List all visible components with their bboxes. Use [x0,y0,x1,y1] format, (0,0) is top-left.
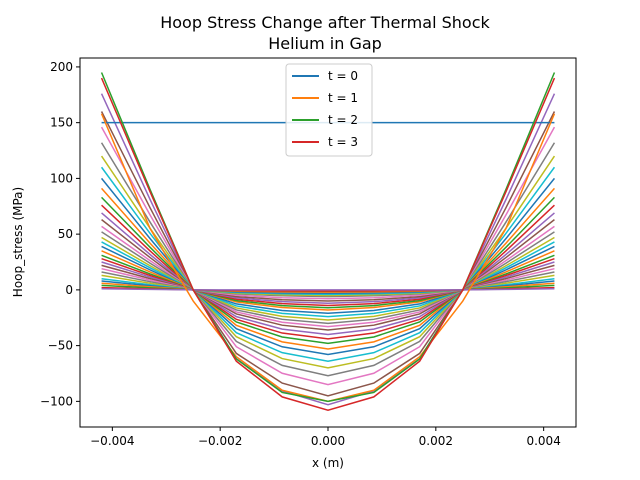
legend-label: t = 0 [328,69,358,83]
y-tick-label: 200 [50,60,73,74]
series-line-extra [100,93,556,406]
series-line-extra [100,155,556,369]
series-line-extra [100,111,556,397]
series-line [100,77,556,412]
series-line-extra [100,126,556,386]
legend: t = 0 t = 1 t = 2 t = 3 [285,63,373,157]
y-axis-label: Hoop_stress (MPa) [11,187,25,297]
y-tick-label: −50 [48,339,73,353]
x-tick-label: 0.000 [311,434,345,448]
series-layer [100,72,556,412]
legend-label: t = 1 [328,91,358,105]
y-tick-label: 100 [50,171,73,185]
y-tick-label: −100 [40,394,73,408]
x-axis-label: x (m) [312,456,344,470]
x-tick-label: −0.002 [198,434,242,448]
series-line-extra [100,166,556,362]
x-tick-label: 0.002 [419,434,453,448]
series-line-extra [101,187,555,350]
legend-box [285,63,373,157]
x-tick-label: 0.004 [526,434,560,448]
series-line-extra [101,219,555,331]
legend-label: t = 3 [328,135,358,149]
legend-label: t = 2 [328,113,358,127]
series-line-extra [100,177,556,356]
series-line [100,113,556,403]
chart-subtitle: Helium in Gap [268,34,382,53]
x-tick-label: −0.004 [90,434,134,448]
axes-layer: −0.004 −0.002 0.000 0.002 0.004 −100 −50 0 50 100… [40,60,561,448]
y-tick-label: 0 [65,283,73,297]
series-line-extra [101,288,555,291]
y-tick-label: 150 [50,116,73,130]
chart-title: Hoop Stress Change after Thermal Shock [160,13,490,32]
series-line-extra [100,142,556,377]
y-tick-label: 50 [58,227,73,241]
